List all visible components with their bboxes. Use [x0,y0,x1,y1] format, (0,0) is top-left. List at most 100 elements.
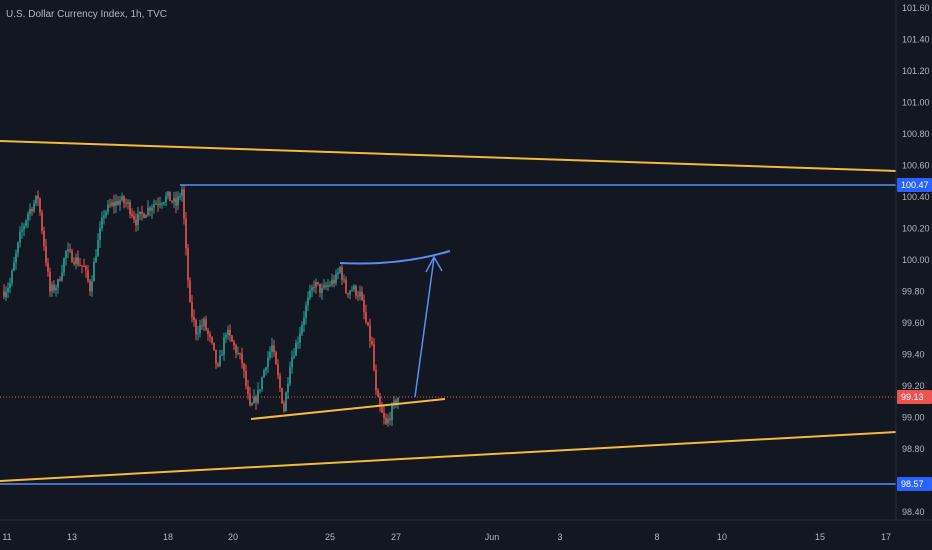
arrow-head-icon [425,255,443,273]
candle-body [79,264,81,266]
y-tick-label: 100.60 [902,161,930,171]
candle-body [319,283,321,293]
candle-body [197,333,199,335]
candle-body [265,367,267,371]
candle-body [323,285,325,289]
x-tick-label: 27 [391,532,401,542]
candle-body [21,229,23,232]
y-tick-label: 101.00 [902,98,930,108]
candle-body [135,219,137,226]
x-tick-label: 13 [67,532,77,542]
candle-body [5,292,7,298]
candle-body [269,351,271,358]
candle-body [131,214,133,217]
candle-body [73,262,75,264]
candle-body [219,355,221,366]
candle-body [107,204,109,212]
candle-body [259,389,261,391]
candle-body [393,400,395,405]
candle-body [91,281,93,292]
candle-body [179,196,181,198]
projection-arrow[interactable] [414,257,435,398]
candle-body [309,290,311,298]
candle-body [75,257,77,264]
candle-body [69,249,71,251]
candle-body [329,284,331,286]
candle-body [357,295,359,297]
x-tick-label: 20 [228,532,238,542]
candle-body [169,191,171,202]
candle-body [261,377,263,390]
candle-body [119,200,121,205]
candle-body [369,325,371,341]
projection-curve[interactable] [339,250,451,265]
x-tick-label: 10 [717,532,727,542]
candle-body [157,203,159,205]
upper-trendline[interactable] [0,140,897,172]
candle-body [361,291,363,301]
candle-body [103,215,105,218]
candle-body [247,385,249,394]
candle-body [121,196,123,201]
price-badge [897,178,932,192]
x-tick-label: Jun [485,532,500,542]
candle-body [87,270,89,281]
candle-body [59,279,61,281]
candle-body [55,287,57,291]
candle-body [285,392,287,412]
candle-body [229,329,231,336]
lower-trendline[interactable] [0,431,897,482]
support-trendline[interactable] [250,398,446,420]
candle-body [251,403,253,406]
candle-body [355,286,357,296]
candle-body [35,195,37,204]
candle-body [159,203,161,205]
candle-body [387,418,389,424]
candle-body [325,285,327,287]
candle-body [381,407,383,413]
candle-body [345,279,347,294]
candle-body [17,242,19,254]
y-tick-label: 100.80 [902,129,930,139]
candle-body [47,262,49,272]
y-tick-label: 99.60 [902,318,925,328]
candle-body [321,288,323,293]
candle-body [7,288,9,293]
candle-body [351,289,353,291]
candle-body [65,251,67,259]
candle-body [335,274,337,284]
candle-body [99,228,101,241]
candle-body [67,249,69,252]
candle-body [231,335,233,342]
price-axis[interactable]: 101.60 101.40 101.20 101.00 100.80 100.60 100.… [902,3,930,517]
candle-body [241,353,243,364]
candle-body [227,329,229,335]
price-badge [897,390,932,404]
time-axis[interactable]: 11 13 18 20 25 27 Jun 3 8 10 15 17 [2,532,891,542]
candle-body [189,280,191,303]
candle-body [249,393,251,406]
candle-body [57,279,59,288]
candle-body [365,312,367,323]
candle-body [13,262,15,271]
candle-body [313,287,315,289]
price-badges: 100.47 99.13 98.57 [897,178,932,491]
candle-body [301,325,303,334]
candle-body [15,253,17,263]
candle-body [267,357,269,368]
candle-body [201,325,203,327]
candle-body [167,191,169,197]
candle-body [373,344,375,370]
candle-body [375,369,377,391]
candle-body [397,397,399,405]
candle-body [305,305,307,318]
candle-body [239,353,241,355]
candle-body [161,203,163,205]
candle-body [163,202,165,204]
candle-body [253,396,255,404]
candle-body [199,325,201,334]
price-badge [897,477,932,491]
candle-body [39,198,41,213]
candle-body [347,293,349,295]
